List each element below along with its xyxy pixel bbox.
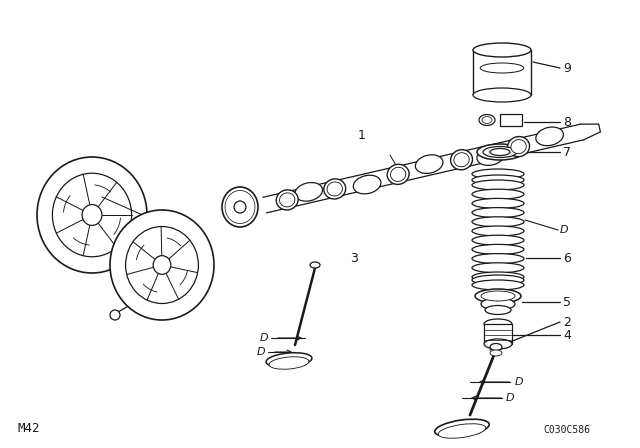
- Text: 2: 2: [563, 315, 571, 328]
- Ellipse shape: [472, 235, 524, 245]
- Ellipse shape: [280, 193, 295, 207]
- Ellipse shape: [490, 344, 502, 350]
- Ellipse shape: [153, 256, 171, 274]
- Bar: [484, 324, 512, 344]
- Ellipse shape: [484, 339, 512, 349]
- Text: C030C586: C030C586: [543, 425, 590, 435]
- Ellipse shape: [473, 88, 531, 102]
- Ellipse shape: [390, 167, 406, 181]
- Ellipse shape: [327, 182, 342, 196]
- Text: 5: 5: [563, 296, 571, 309]
- Ellipse shape: [472, 272, 524, 282]
- Text: 9: 9: [563, 61, 571, 74]
- Ellipse shape: [438, 424, 486, 438]
- Ellipse shape: [490, 148, 510, 155]
- Ellipse shape: [82, 205, 102, 225]
- Ellipse shape: [472, 217, 524, 227]
- Ellipse shape: [353, 175, 381, 194]
- Ellipse shape: [473, 43, 531, 57]
- Ellipse shape: [485, 306, 511, 314]
- Ellipse shape: [472, 275, 524, 285]
- Ellipse shape: [125, 227, 198, 303]
- Ellipse shape: [482, 116, 492, 124]
- Circle shape: [234, 201, 246, 213]
- Text: D: D: [506, 393, 515, 403]
- Ellipse shape: [435, 419, 489, 437]
- Ellipse shape: [472, 254, 524, 263]
- Ellipse shape: [481, 298, 515, 310]
- Ellipse shape: [472, 263, 524, 273]
- Ellipse shape: [110, 210, 214, 320]
- Ellipse shape: [472, 198, 524, 208]
- Ellipse shape: [472, 180, 524, 190]
- Ellipse shape: [276, 190, 298, 210]
- Ellipse shape: [484, 319, 512, 329]
- Ellipse shape: [269, 357, 309, 369]
- Text: 8: 8: [563, 116, 571, 129]
- Ellipse shape: [472, 175, 524, 185]
- Bar: [473, 50, 531, 95]
- Text: 7: 7: [563, 146, 571, 159]
- Ellipse shape: [479, 115, 495, 125]
- Ellipse shape: [225, 190, 255, 224]
- Ellipse shape: [295, 182, 323, 201]
- Ellipse shape: [508, 137, 529, 157]
- Ellipse shape: [37, 157, 147, 273]
- Text: D: D: [560, 225, 568, 235]
- Ellipse shape: [310, 262, 320, 268]
- Ellipse shape: [536, 127, 563, 146]
- Ellipse shape: [472, 245, 524, 254]
- Ellipse shape: [490, 350, 502, 356]
- Ellipse shape: [229, 194, 251, 220]
- Ellipse shape: [454, 153, 469, 167]
- Text: D: D: [515, 377, 524, 387]
- Text: 3: 3: [350, 251, 358, 264]
- Text: D: D: [257, 347, 265, 357]
- Ellipse shape: [472, 207, 524, 218]
- Ellipse shape: [475, 289, 521, 303]
- Text: 1: 1: [358, 129, 366, 142]
- Ellipse shape: [483, 146, 517, 158]
- Text: 4: 4: [563, 328, 571, 341]
- Ellipse shape: [324, 179, 346, 199]
- Bar: [500, 114, 522, 126]
- Ellipse shape: [52, 173, 132, 257]
- Circle shape: [110, 310, 120, 320]
- Ellipse shape: [481, 291, 515, 301]
- Ellipse shape: [472, 189, 524, 199]
- Ellipse shape: [472, 169, 524, 179]
- Ellipse shape: [472, 280, 524, 290]
- Ellipse shape: [511, 140, 526, 154]
- Text: D: D: [259, 333, 268, 343]
- Ellipse shape: [415, 155, 443, 173]
- Ellipse shape: [387, 164, 409, 185]
- Text: 6: 6: [563, 251, 571, 264]
- Ellipse shape: [477, 144, 523, 160]
- Ellipse shape: [477, 147, 504, 165]
- Ellipse shape: [472, 226, 524, 236]
- Text: M42: M42: [18, 422, 40, 435]
- Ellipse shape: [222, 187, 258, 227]
- Ellipse shape: [266, 353, 312, 367]
- Ellipse shape: [480, 63, 524, 73]
- Ellipse shape: [451, 150, 472, 170]
